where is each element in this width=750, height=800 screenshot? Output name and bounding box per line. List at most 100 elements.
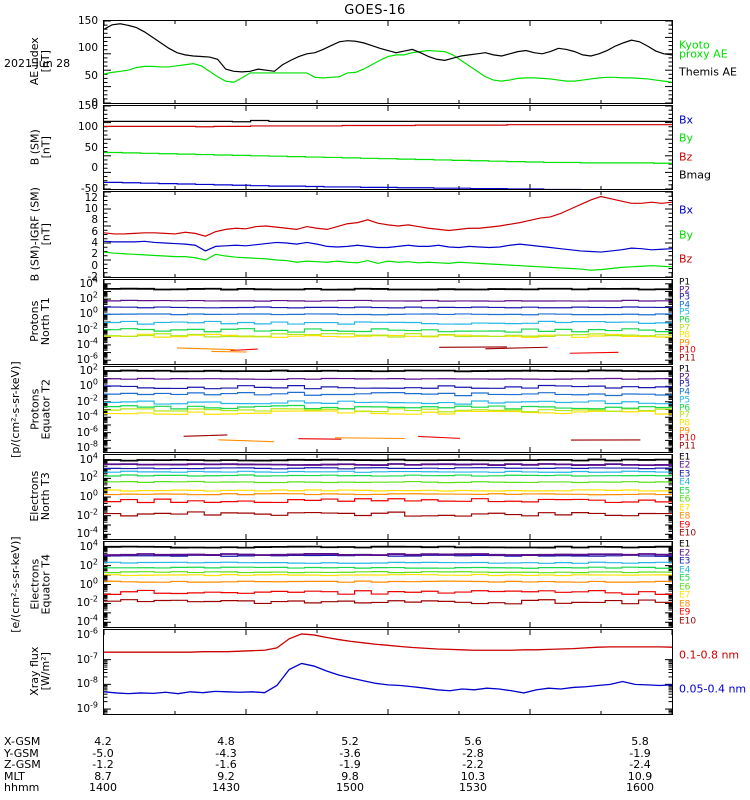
x-annotation-row-label: MLT	[4, 769, 25, 783]
y-tick-label: 10	[84, 202, 98, 215]
data-trace	[183, 434, 228, 437]
y-tick-label: 102	[79, 556, 98, 572]
x-tick-marks	[104, 106, 672, 189]
legend-item: E10	[679, 528, 697, 539]
x-annotation-value: 9.2	[217, 769, 235, 783]
date-label: 2021 Jun 28	[4, 57, 71, 70]
legend-item: E8	[679, 511, 691, 522]
x-annotation-value: -4.3	[215, 746, 237, 760]
plot-panel-b-sm-igrf	[103, 191, 673, 278]
y-tick-label: 8	[91, 214, 98, 227]
data-trace	[104, 299, 672, 302]
data-trace	[104, 400, 672, 405]
data-trace	[104, 124, 672, 128]
legend-item: proxy AE	[679, 46, 728, 60]
data-trace	[211, 350, 247, 353]
data-trace	[104, 306, 672, 309]
y-tick-label: 150	[77, 14, 98, 27]
data-trace	[104, 391, 672, 397]
y-tick-label: 10-2	[76, 594, 98, 610]
legend-item: By	[679, 131, 694, 145]
y-tick-label: 102	[79, 362, 98, 377]
data-trace	[485, 346, 548, 350]
data-trace	[104, 493, 672, 496]
data-trace	[104, 463, 672, 467]
data-trace	[104, 474, 672, 477]
plot-area-electrons-equator-t4	[104, 542, 672, 627]
legend-item: E5	[679, 486, 691, 497]
legend-item: Kyoto	[679, 38, 710, 52]
y-tick-label: 10-4	[76, 336, 98, 351]
y-tick-label: 102	[79, 290, 98, 305]
y-tick-label: 10-2	[76, 393, 98, 408]
y-tick-label: 10-6	[76, 351, 98, 366]
legend-item: E9	[679, 607, 691, 618]
y-tick-label: 10-2	[76, 506, 98, 522]
plot-panel-protons-north-t1	[103, 279, 673, 365]
legend-item: Bx	[679, 203, 694, 217]
x-annotation-row-mlt: MLT 8.7 9.2 9.8 10.3 10.9	[0, 769, 750, 783]
legend-item: P4	[679, 300, 691, 311]
y-axis-units-electrons-equator-t4: [e/(cm²-s-sr-keV)]	[8, 535, 22, 633]
legend-item: 0.05-0.4 nm	[679, 681, 747, 695]
plot-panel-b-sm	[103, 105, 673, 190]
data-trace	[104, 328, 672, 333]
plot-panel-protons-equator-t2	[103, 366, 673, 453]
data-trace	[104, 251, 672, 271]
data-trace	[104, 470, 672, 473]
legend-item: Themis AE	[679, 65, 737, 79]
y-tick-label: 150	[77, 99, 98, 112]
y-tick-label: 104	[79, 537, 98, 553]
y-axis-units-protons-equator-t2: [p/(cm²-s-sr-keV)]	[8, 360, 22, 458]
x-tick-marks	[104, 542, 672, 627]
legend-item: P6	[679, 402, 691, 413]
y-tick-label: 10-4	[76, 408, 98, 423]
data-trace	[104, 369, 672, 373]
y-axis-tick-labels-b-sm: 150 100 50 0 -50	[64, 101, 98, 194]
legend-item: P1	[679, 364, 691, 375]
x-annotation-row-z-gsm: Z-GSM -1.2 -1.6 -1.9 -2.2 -2.4	[0, 758, 750, 772]
data-trace	[104, 333, 672, 338]
legend-item: P8	[679, 330, 691, 341]
x-annotation-value: 5.2	[341, 735, 359, 748]
data-trace	[104, 313, 672, 316]
y-tick-label: 104	[79, 275, 98, 290]
x-annotation-value: -5.0	[92, 746, 114, 760]
x-annotation-row-label: Z-GSM	[4, 758, 41, 772]
x-annotation-value: -2.4	[629, 758, 651, 772]
data-trace	[104, 377, 672, 380]
x-annotation-value: 1530	[459, 781, 487, 795]
legend-item: P10	[679, 345, 696, 356]
y-tick-label: 10-4	[76, 613, 98, 629]
x-annotation-value: -1.2	[92, 758, 114, 772]
legend-item: E2	[679, 547, 691, 558]
legend-item: P6	[679, 315, 691, 326]
x-annotation-value: 4.2	[94, 735, 112, 748]
y-axis-tick-labels-protons-north-t1: 104 102 100 10-2 10-4 10-6	[64, 275, 98, 366]
legend-item: P5	[679, 395, 691, 406]
data-trace	[104, 580, 672, 583]
plot-area-ae-index	[104, 21, 672, 103]
y-axis-tick-labels-electrons-north-t3: 104 102 100 10-2 10-4	[64, 451, 98, 541]
plot-panel-electrons-north-t3	[103, 454, 673, 540]
data-trace	[104, 566, 672, 569]
x-tick-marks	[104, 280, 672, 364]
x-tick-marks	[104, 21, 672, 103]
data-trace	[104, 320, 672, 325]
x-annotation-value: -2.8	[462, 746, 484, 760]
plot-panel-ae-index	[103, 20, 673, 104]
y-tick-label: 10-4	[76, 525, 98, 541]
legend-item: P7	[679, 410, 691, 421]
data-trace	[104, 573, 672, 577]
x-annotation-value: 5.8	[631, 735, 649, 748]
y-tick-label: 10-8	[76, 439, 98, 454]
data-trace	[104, 151, 672, 164]
y-tick-label: 0	[91, 259, 98, 272]
data-trace	[418, 435, 461, 439]
y-tick-label: 100	[79, 377, 98, 393]
y-axis-title-xray-flux: Xray flux [W/m²]	[27, 646, 52, 696]
legend-item: Bz	[679, 150, 693, 164]
y-tick-label: 12	[84, 191, 98, 204]
y-tick-label: 10-2	[76, 320, 98, 336]
data-trace	[104, 599, 672, 605]
